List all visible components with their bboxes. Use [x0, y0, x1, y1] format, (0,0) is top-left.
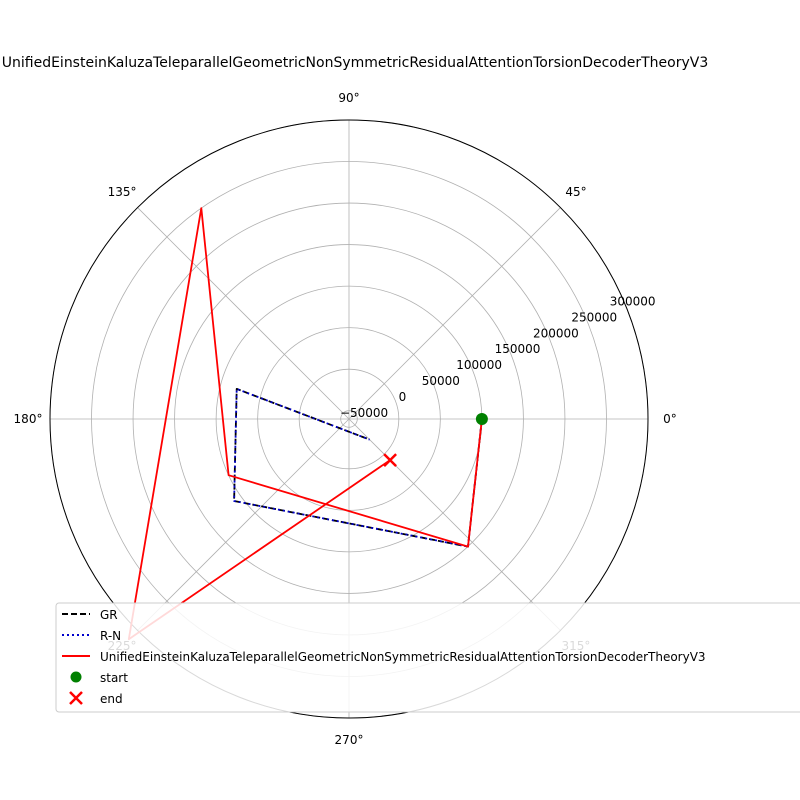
legend-box	[55, 602, 800, 713]
angular-gridline-7	[348, 418, 561, 631]
angular-gridline-1	[348, 207, 561, 420]
radial-tick-label: 200000	[533, 326, 579, 340]
legend-label-gr: GR	[100, 608, 118, 622]
chart-title: UnifiedEinsteinKaluzaTeleparallelGeometr…	[2, 55, 708, 71]
legend-label-start: start	[100, 671, 128, 685]
angle-tick-label: 180°	[14, 412, 43, 426]
angle-tick-label: 90°	[338, 91, 359, 105]
polar-frame	[49, 119, 649, 719]
radial-tick-label: 250000	[571, 310, 617, 324]
start-marker	[475, 413, 488, 425]
legend-swatch-start	[70, 671, 82, 683]
series-lines	[127, 207, 483, 641]
angular-gridline-5	[137, 418, 350, 631]
markers	[383, 413, 488, 467]
legend-label-unified: UnifiedEinsteinKaluzaTeleparallelGeometr…	[100, 650, 706, 664]
radial-tick-label: 150000	[495, 342, 541, 356]
radial-tick-label: 0	[399, 390, 407, 404]
legend: GR R-N UnifiedEinsteinKaluzaTeleparallel…	[55, 602, 800, 713]
angle-tick-label: 270°	[335, 733, 364, 747]
legend-label-end: end	[100, 692, 123, 706]
radial-tick-label: −50000	[340, 406, 388, 420]
legend-label-rn: R-N	[100, 629, 121, 643]
angle-tick-label: 0°	[663, 412, 677, 426]
angle-tick-label: 135°	[108, 185, 137, 199]
radial-tick-label: 100000	[456, 358, 502, 372]
radial-tick-label: 300000	[610, 295, 656, 309]
series-line-2	[127, 207, 483, 641]
legend-swatch-end	[69, 691, 83, 705]
radial-tick-label: 50000	[422, 374, 460, 388]
end-marker	[383, 453, 397, 467]
angular-gridline-3	[137, 207, 350, 420]
angle-tick-label: 45°	[565, 185, 586, 199]
